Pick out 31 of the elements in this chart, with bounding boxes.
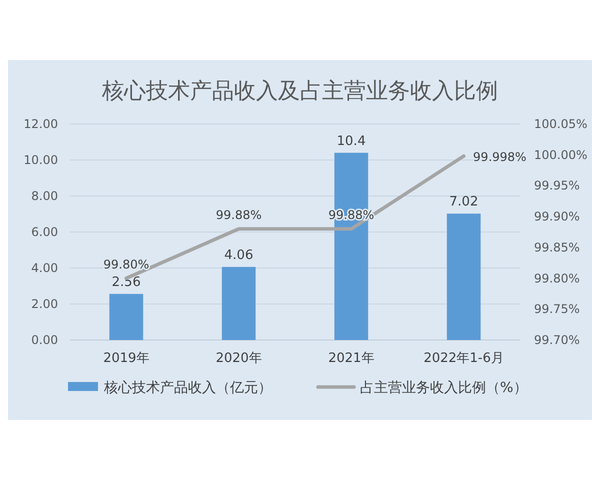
- data-label: 99.80%: [103, 257, 150, 272]
- bar: [446, 214, 481, 340]
- y-tick-label: 8.00: [31, 189, 58, 203]
- y2-tick-label: 99.80%: [534, 271, 580, 286]
- y-tick-label: 2.00: [31, 297, 58, 311]
- x-tick-label: 2020年: [216, 351, 262, 366]
- legend-label: 核心技术产品收入（亿元）: [103, 380, 272, 396]
- bar: [109, 294, 144, 340]
- y2-tick-label: 100.00%: [534, 148, 588, 162]
- x-tick-label: 2022年1-6月: [424, 351, 504, 366]
- y-tick-label: 0.00: [31, 333, 58, 347]
- y2-tick-label: 99.85%: [534, 240, 580, 254]
- y-tick-label: 4.00: [31, 261, 58, 275]
- y2-tick-label: 99.95%: [534, 178, 580, 193]
- y-tick-label: 6.00: [31, 225, 58, 239]
- chart-title: 核心技术产品收入及占主营业务收入比例: [101, 79, 498, 104]
- data-label: 10.4: [336, 134, 366, 149]
- y-tick-label: 12.00: [24, 117, 58, 131]
- y2-tick-label: 99.75%: [534, 302, 580, 316]
- legend-label: 占主营业务收入比例（%）: [360, 380, 528, 396]
- bar: [222, 266, 256, 340]
- data-label: 99.998%: [473, 150, 526, 164]
- data-label: 99.88%: [216, 208, 262, 222]
- data-label: 7.02: [449, 194, 478, 210]
- y2-tick-label: 99.90%: [534, 210, 580, 224]
- y2-tick-label: 100.05%: [534, 117, 588, 131]
- x-tick-label: 2019年: [103, 351, 150, 366]
- y2-tick-label: 99.70%: [534, 333, 580, 347]
- y-tick-label: 10.00: [24, 153, 58, 167]
- data-label: 4.06: [224, 248, 254, 263]
- x-tick-label: 2021年: [328, 351, 374, 366]
